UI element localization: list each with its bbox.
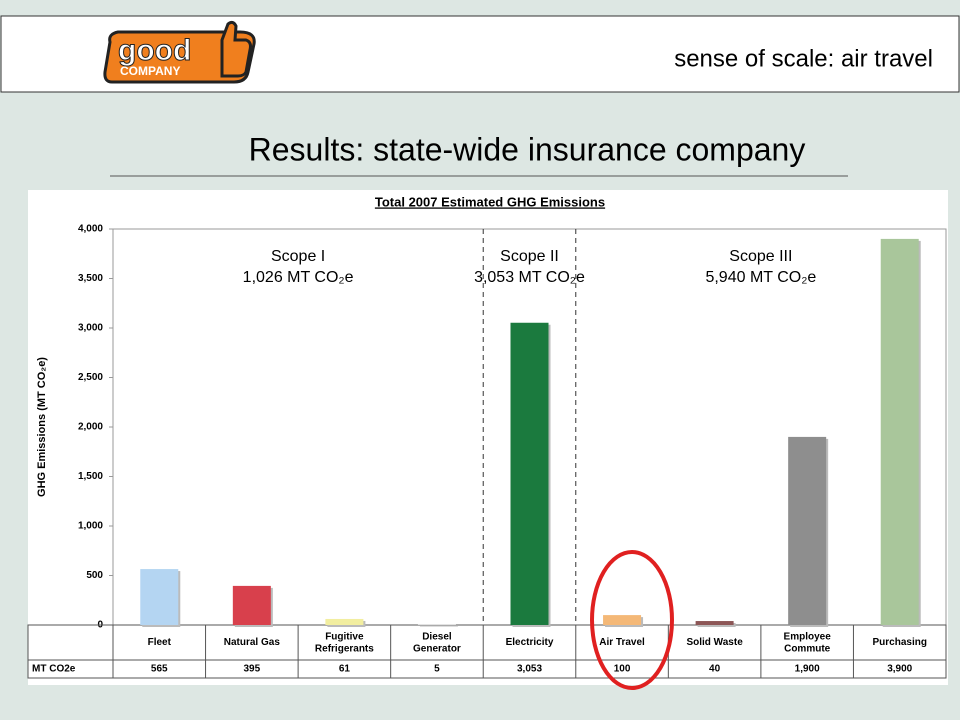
value-label: 61: [339, 664, 351, 675]
logo-text: good: [118, 34, 191, 67]
y-axis-label: GHG Emissions (MT CO₂e): [36, 357, 48, 497]
scope-total: 3,053 MT CO₂e: [474, 269, 585, 286]
value-label: 5: [434, 664, 440, 675]
bar: [880, 238, 919, 625]
logo: good COMPANY: [103, 20, 256, 84]
y-tick-label: 500: [86, 570, 103, 581]
bar: [695, 621, 734, 625]
bar-shadow: [697, 623, 736, 627]
x-tick-label: Fleet: [148, 637, 172, 648]
y-tick-label: 1,500: [78, 471, 103, 482]
x-tick-label: Diesel Generator: [413, 631, 461, 654]
x-tick-label: Employee Commute: [784, 631, 832, 654]
table: [27, 624, 947, 679]
x-tick-label: Air Travel: [599, 637, 645, 648]
bar: [140, 569, 179, 625]
bar: [788, 436, 827, 625]
table-row-label: MT CO2e: [32, 664, 76, 675]
slide-title: Results: state-wide insurance company: [249, 131, 806, 167]
y-tick-label: 1,000: [78, 521, 103, 532]
highlight-circle: [590, 550, 674, 690]
y-tick-label: 2,000: [78, 422, 103, 433]
chart-title: Total 2007 Estimated GHG Emissions: [375, 194, 605, 209]
logo-badge: [103, 30, 256, 84]
scope-title: Scope I: [271, 248, 325, 265]
value-label: 565: [151, 664, 168, 675]
x-tick-label: Natural Gas: [224, 637, 281, 648]
value-label: 3,053: [517, 664, 542, 675]
bar: [510, 322, 549, 625]
scope-total: 5,940 MT CO₂e: [705, 269, 816, 286]
y-tick-label: 3,000: [78, 323, 103, 334]
y-tick-label: 2,500: [78, 372, 103, 383]
y-tick-label: 4,000: [78, 224, 103, 235]
bar: [232, 585, 271, 625]
logo-subtext: COMPANY: [120, 64, 180, 78]
header-title: sense of scale: air travel: [674, 45, 933, 72]
value-label: 395: [243, 664, 260, 675]
x-tick-label: Fugitive Refrigerants: [315, 631, 374, 654]
y-tick-label: 3,500: [78, 273, 103, 284]
value-label: 100: [614, 664, 631, 675]
x-tick-label: Solid Waste: [686, 637, 743, 648]
scope-total: 1,026 MT CO₂e: [243, 269, 354, 286]
logo-thumb: [220, 20, 252, 78]
value-label: 40: [709, 664, 721, 675]
x-tick-label: Purchasing: [872, 637, 926, 648]
x-tick-label: Electricity: [506, 637, 554, 648]
value-label: 1,900: [795, 664, 820, 675]
value-label: 3,900: [887, 664, 912, 675]
scope-title: Scope II: [500, 248, 559, 265]
bar: [603, 615, 642, 625]
scope-title: Scope III: [729, 248, 792, 265]
bar: [325, 618, 364, 625]
